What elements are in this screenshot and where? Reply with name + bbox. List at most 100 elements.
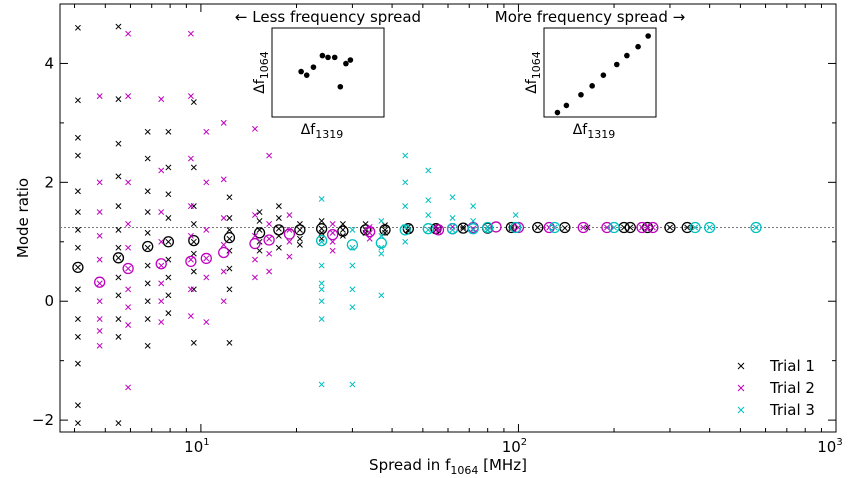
mean-point	[624, 221, 636, 234]
data-point	[165, 274, 172, 281]
data-point	[266, 220, 273, 227]
marker-stroke	[296, 241, 303, 248]
marker-stroke	[220, 176, 227, 183]
marker-stroke	[187, 313, 194, 320]
mean-point	[218, 246, 230, 259]
marker-stroke	[318, 298, 325, 305]
marker-stroke	[187, 286, 194, 293]
marker-stroke	[74, 134, 81, 141]
data-point	[125, 30, 132, 37]
series-2	[94, 30, 659, 391]
data-point	[165, 256, 172, 263]
data-point	[329, 220, 336, 227]
mean-point	[703, 221, 716, 234]
marker-stroke	[256, 209, 263, 216]
marker-stroke	[470, 203, 477, 210]
mean-point	[223, 231, 236, 244]
legend: Trial 1 Trial 2 Trial 3	[737, 357, 815, 419]
marker-stroke	[349, 304, 356, 311]
data-point	[158, 238, 165, 245]
data-point	[402, 203, 409, 210]
marker-stroke	[125, 244, 132, 251]
data-point	[125, 286, 132, 293]
marker-stroke	[402, 238, 409, 245]
data-point	[220, 298, 227, 305]
data-point	[256, 218, 263, 224]
data-point	[226, 286, 233, 293]
marker-stroke	[96, 280, 103, 287]
inset-frame	[543, 27, 657, 118]
marker-stroke	[512, 212, 519, 218]
marker-stroke	[165, 238, 172, 245]
data-point	[220, 241, 227, 248]
data-point	[611, 224, 617, 231]
marker-stroke	[203, 128, 210, 135]
legend-entry: Trial 2	[737, 379, 815, 397]
marker-stroke	[425, 226, 432, 233]
data-point	[115, 23, 122, 30]
mean-point	[249, 237, 261, 250]
data-point	[402, 179, 409, 186]
marker-stroke	[318, 262, 325, 269]
inset-caption: More frequency spread →	[495, 8, 685, 26]
marker-stroke	[349, 286, 356, 293]
marker-stroke	[329, 229, 336, 236]
marker-stroke	[74, 420, 81, 427]
y-tick-label: 2	[44, 173, 54, 191]
marker-stroke	[125, 265, 132, 272]
mean-point	[647, 221, 659, 234]
marker-stroke	[74, 264, 81, 271]
marker-stroke	[115, 254, 122, 261]
data-point	[203, 255, 210, 262]
marker-stroke	[534, 224, 541, 231]
data-point	[144, 188, 151, 195]
marker-stroke	[203, 226, 210, 233]
marker-stroke	[187, 93, 194, 100]
marker-stroke	[74, 209, 81, 216]
marker-stroke	[144, 229, 151, 236]
data-point	[649, 224, 656, 231]
marker-stroke	[737, 406, 745, 414]
marker-stroke	[96, 298, 103, 305]
legend-label: Trial 1	[769, 357, 815, 375]
marker-stroke	[256, 247, 263, 254]
marker-stroke	[275, 203, 282, 210]
marker-stroke	[74, 402, 81, 409]
inset-point	[554, 109, 561, 116]
data-point	[226, 265, 233, 272]
data-point	[74, 244, 81, 251]
marker-stroke	[692, 224, 699, 231]
inset-1: ← Less frequency spread Δf1319 Δf1064	[235, 8, 421, 141]
marker-stroke	[737, 362, 745, 370]
mean-point	[399, 224, 411, 236]
data-point	[286, 253, 293, 260]
marker-stroke	[318, 316, 325, 323]
marker-stroke	[561, 225, 568, 232]
marker-stroke	[226, 247, 233, 254]
data-point	[74, 286, 81, 293]
data-point	[226, 194, 233, 201]
marker-stroke	[96, 232, 103, 239]
data-point	[470, 225, 477, 232]
marker-stroke	[115, 140, 122, 147]
marker-stroke	[286, 238, 293, 245]
data-point	[74, 97, 81, 104]
data-point	[366, 229, 373, 236]
inset-point	[600, 72, 607, 78]
marker-stroke	[125, 30, 132, 37]
legend-marker	[737, 406, 745, 414]
marker-stroke	[266, 235, 273, 242]
marker-stroke	[286, 226, 293, 233]
data-point	[706, 224, 713, 231]
data-point	[96, 280, 103, 287]
mean-point	[253, 227, 266, 239]
mean-point	[548, 221, 561, 234]
mean-point	[664, 221, 676, 234]
mean-point	[364, 226, 376, 238]
marker-stroke	[125, 286, 132, 293]
marker-stroke	[220, 119, 227, 126]
data-point	[158, 319, 165, 325]
data-point	[203, 128, 210, 135]
data-point	[318, 298, 325, 305]
inset-y-label: Δf1064	[252, 51, 271, 94]
